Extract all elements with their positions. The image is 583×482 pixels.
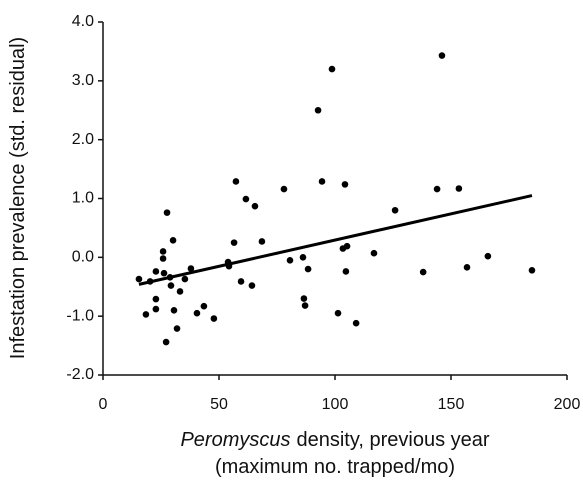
data-point <box>342 268 350 275</box>
x-axis-title: Peromyscus density, previous year <box>180 429 489 451</box>
data-point <box>258 238 266 245</box>
data-point <box>225 262 233 270</box>
data-point <box>159 248 167 255</box>
data-point <box>343 242 351 250</box>
data-point <box>318 178 326 185</box>
trend-line <box>138 194 533 286</box>
data-point <box>170 306 178 314</box>
data-point <box>334 309 342 317</box>
data-point <box>455 185 463 192</box>
data-point <box>528 266 536 274</box>
data-point <box>304 265 312 273</box>
data-point <box>166 274 174 281</box>
data-point <box>193 309 201 317</box>
data-point <box>300 295 308 302</box>
data-point <box>328 65 336 73</box>
data-point <box>301 302 309 309</box>
y-tick-label: 2.0 <box>72 131 94 148</box>
y-axis-title: Infestation prevalence (std. residual) <box>7 37 29 359</box>
data-point <box>163 209 171 216</box>
data-point <box>341 181 349 188</box>
data-point <box>167 282 175 289</box>
data-point <box>142 311 150 318</box>
data-point <box>230 239 238 246</box>
data-point <box>210 315 218 322</box>
data-point <box>280 185 288 193</box>
data-point <box>237 278 245 285</box>
data-point <box>484 252 492 260</box>
data-point <box>162 338 170 346</box>
data-point <box>286 256 294 264</box>
x-tick-label: 50 <box>210 396 228 413</box>
y-tick-label: 1.0 <box>72 190 94 207</box>
data-point <box>314 106 322 114</box>
data-point <box>200 302 208 310</box>
y-tick-label: 4.0 <box>72 13 94 30</box>
data-point <box>152 305 160 313</box>
data-point <box>232 178 240 185</box>
data-point <box>370 249 378 257</box>
data-point <box>152 295 160 303</box>
y-tick-label: -1.0 <box>66 307 94 324</box>
data-point <box>160 269 168 277</box>
data-point <box>352 319 360 327</box>
x-tick-label: 150 <box>438 396 465 413</box>
data-point <box>152 268 160 275</box>
x-axis-title-italic: Peromyscus <box>180 429 290 451</box>
data-point <box>173 325 181 332</box>
data-point <box>187 265 195 272</box>
data-point <box>419 268 427 276</box>
x-axis-title-line2: (maximum no. trapped/mo) <box>215 456 455 478</box>
y-tick-label: -2.0 <box>66 366 94 383</box>
data-point <box>146 278 154 285</box>
x-tick-label: 200 <box>554 396 581 413</box>
data-point <box>391 206 399 214</box>
data-point <box>176 288 184 295</box>
data-point <box>251 202 259 210</box>
data-point <box>299 254 307 261</box>
y-tick-label: 0.0 <box>72 249 94 266</box>
y-tick-label: 3.0 <box>72 72 94 89</box>
data-point <box>135 275 143 283</box>
data-point <box>242 195 250 203</box>
data-point <box>433 185 441 193</box>
x-axis-title-rest: density, previous year <box>296 429 489 451</box>
data-point <box>181 275 189 283</box>
data-point <box>169 236 177 244</box>
data-point <box>438 52 446 59</box>
x-tick-label: 100 <box>322 396 349 413</box>
data-point <box>463 264 471 271</box>
data-point <box>248 282 256 289</box>
x-tick-label: 0 <box>99 396 108 413</box>
data-point <box>159 255 167 262</box>
